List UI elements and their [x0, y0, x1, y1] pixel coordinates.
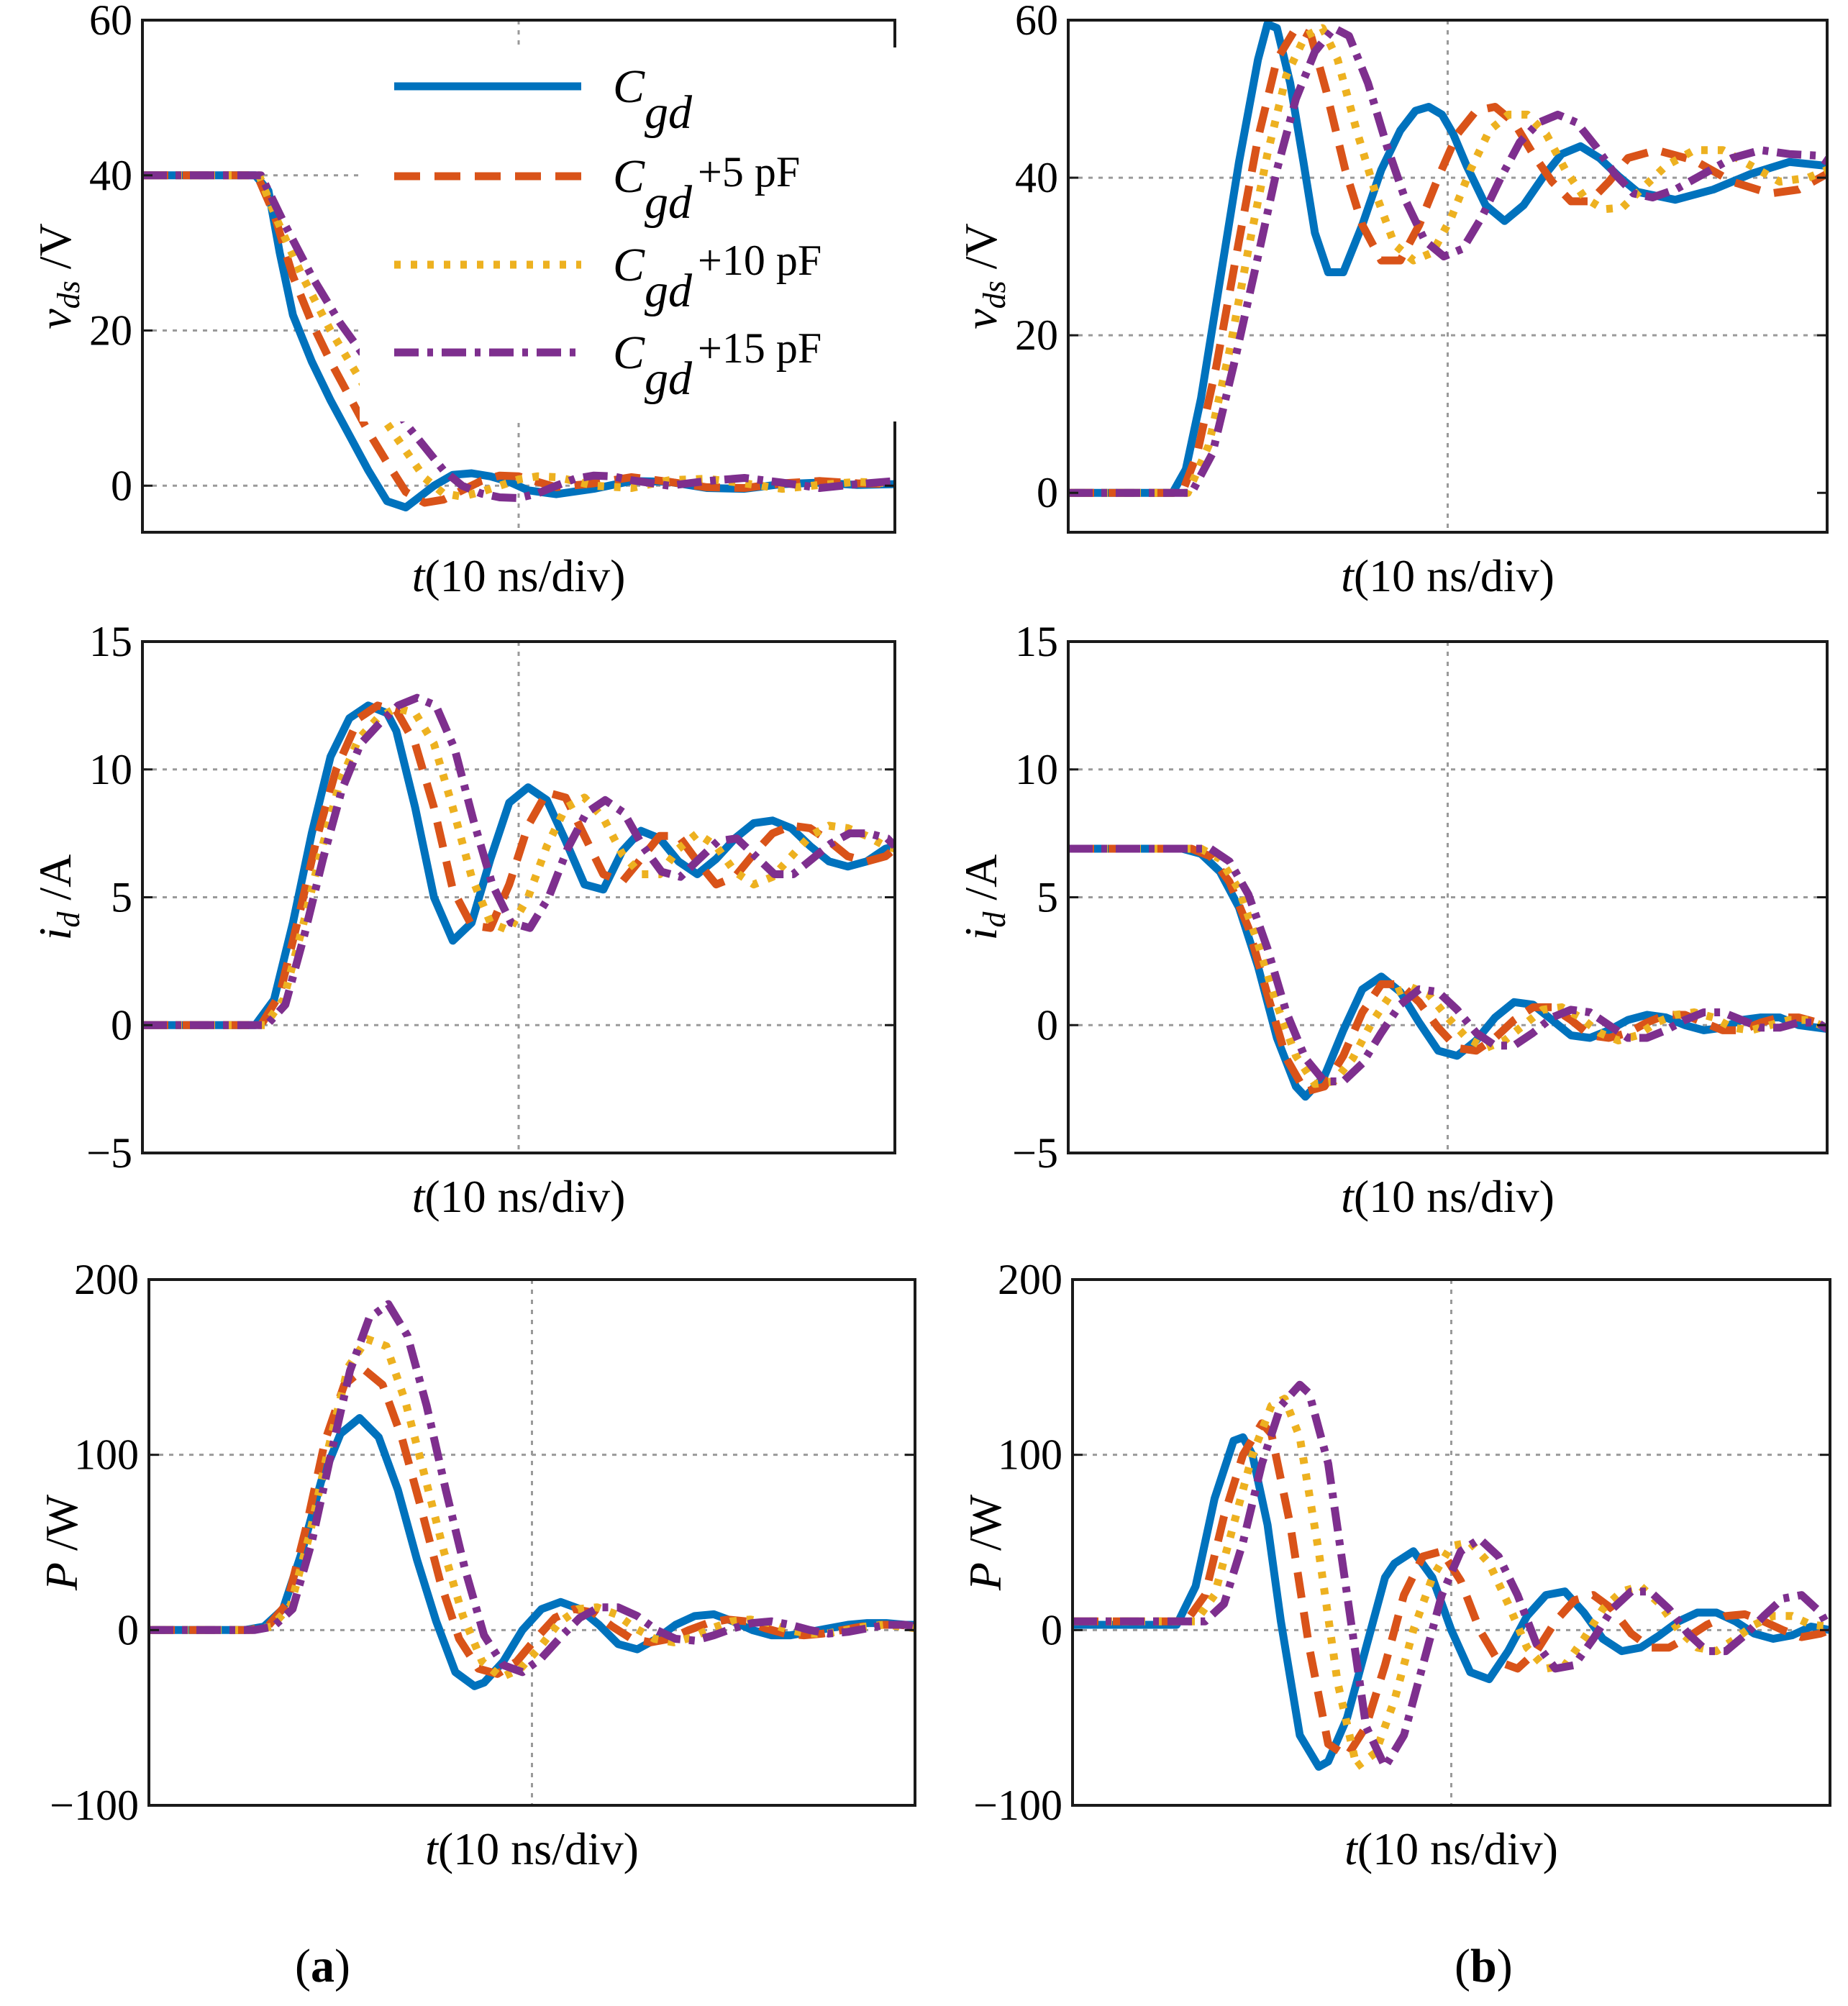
chart-b-vds: 0 20 40 60 t(10 ns/div) vds /V [955, 0, 1829, 601]
series-line-1 [142, 701, 895, 1029]
y-tick-label: −5 [86, 1129, 132, 1177]
series-line-1 [142, 171, 895, 511]
y-tick-label: 40 [1015, 154, 1058, 201]
series-line-4 [1073, 1380, 1830, 1771]
y-tick-label: 15 [89, 618, 132, 665]
y-axis-label: vds /V [955, 223, 1012, 329]
axes-box [1067, 19, 1829, 534]
axes-box [147, 1278, 916, 1807]
y-tick-label: −100 [50, 1782, 139, 1829]
series-line-2 [1068, 844, 1827, 1096]
y-axis-label: P /W [36, 1494, 87, 1591]
x-axis-label: t(10 ns/div) [425, 1823, 639, 1874]
y-tick-label: 20 [1015, 311, 1058, 359]
y-tick-label: 20 [89, 307, 132, 355]
legend-label-2: Cgd+5 pF [613, 148, 800, 229]
series-line-3 [1068, 844, 1827, 1088]
y-tick-label: 0 [117, 1606, 139, 1654]
y-tick-label: 100 [74, 1431, 139, 1479]
y-tick-label: 0 [111, 1001, 132, 1049]
series-line-3 [142, 703, 895, 1029]
y-axis-label: id /A [29, 854, 86, 941]
chart-a-vds: 0 20 40 60 t(10 ns/div) vds /V [29, 0, 896, 601]
chart-a-p: −100 0 100 200 t(10 ns/div) P /W [36, 1256, 916, 1874]
series-line-3 [149, 1335, 915, 1682]
series-line-4 [1068, 844, 1827, 1085]
y-tick-label: 10 [89, 746, 132, 793]
y-tick-label: 5 [111, 874, 132, 921]
y-tick-label: −100 [973, 1782, 1062, 1829]
caption-a: (a) [295, 1940, 350, 1992]
series-line-2 [142, 171, 895, 507]
series-line-3 [1068, 24, 1827, 497]
y-axis-label: id /A [955, 854, 1012, 941]
y-tick-label: 5 [1037, 874, 1058, 921]
y-tick-label: 15 [1015, 618, 1058, 665]
y-tick-label: 0 [1037, 469, 1058, 516]
caption-b: (b) [1455, 1940, 1513, 1992]
y-tick-label: 0 [1041, 1606, 1062, 1654]
y-tick-label: 200 [74, 1256, 139, 1303]
series-line-4 [142, 171, 895, 502]
series-line-4 [1068, 24, 1827, 497]
legend-label-4: Cgd+15 pF [613, 324, 821, 405]
y-tick-label: −5 [1012, 1129, 1058, 1177]
panels: 0 20 40 60 t(10 ns/div) vds /V 0 20 40 60 t(10 ns/… [29, 0, 1831, 1874]
y-tick-label: 60 [1015, 0, 1058, 44]
axes-box [1071, 1278, 1831, 1807]
series-line-2 [1068, 24, 1827, 497]
y-tick-label: 40 [89, 152, 132, 199]
y-tick-label: 0 [111, 462, 132, 509]
x-axis-label: t(10 ns/div) [1344, 1823, 1558, 1874]
y-tick-label: 200 [998, 1256, 1062, 1303]
series-line-4 [142, 693, 895, 1029]
y-tick-label: 10 [1015, 746, 1058, 793]
legend-label-1: Cgd [613, 60, 693, 139]
chart-a-id: −5 0 5 10 15 t(10 ns/div) id /A [29, 618, 896, 1222]
y-tick-label: 0 [1037, 1001, 1058, 1049]
series-line-4 [149, 1300, 915, 1677]
chart-b-id: −5 0 5 10 15 t(10 ns/div) id /A [955, 618, 1829, 1222]
y-tick-label: 60 [89, 0, 132, 44]
y-tick-label: 100 [998, 1431, 1062, 1479]
x-axis-label: t(10 ns/div) [1341, 550, 1555, 601]
legend-box [360, 47, 906, 421]
x-axis-label: t(10 ns/div) [412, 550, 626, 601]
x-axis-label: t(10 ns/div) [1341, 1171, 1555, 1222]
y-axis-label: vds /V [29, 223, 86, 329]
x-axis-label: t(10 ns/div) [412, 1171, 626, 1222]
chart-b-p: −100 0 100 200 t(10 ns/div) P /W [960, 1256, 1831, 1874]
legend-label-3: Cgd+10 pF [613, 237, 821, 317]
y-axis-label: P /W [960, 1494, 1011, 1591]
